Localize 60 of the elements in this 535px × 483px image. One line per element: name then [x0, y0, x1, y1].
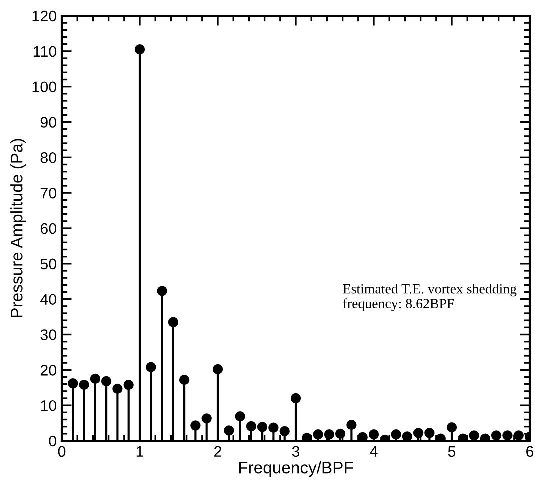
point: [124, 380, 134, 390]
point: [491, 430, 502, 441]
point: [413, 428, 424, 438]
point: [268, 422, 279, 433]
y-tick-label: 0: [49, 436, 57, 447]
x-tick-label: 5: [448, 446, 456, 458]
point: [424, 428, 435, 438]
point: [346, 420, 357, 430]
point: [335, 428, 346, 440]
point: [112, 384, 123, 394]
point: [302, 433, 312, 441]
point: [358, 432, 368, 441]
point: [212, 364, 224, 375]
point: [68, 378, 78, 389]
annotation: Estimated T.E. vortex shedding frequency: 8.62BPF: [343, 284, 517, 312]
y-tick-label: 40: [40, 294, 57, 306]
point: [368, 430, 380, 440]
y-tick-label: 20: [40, 365, 57, 376]
y-tick-label: 110: [34, 46, 57, 58]
point: [90, 374, 101, 384]
x-tick-label: 6: [526, 446, 534, 458]
y-tick-label: 120: [32, 10, 57, 22]
point: [168, 317, 179, 328]
y-tick-label: 10: [41, 400, 57, 412]
x-tick-label: 0: [58, 446, 66, 458]
point: [246, 421, 257, 432]
point: [324, 430, 335, 440]
x-tick-label: 2: [214, 446, 222, 457]
y-tick-label: 50: [40, 258, 57, 270]
point: [146, 362, 156, 372]
point: [402, 432, 413, 441]
point: [202, 414, 212, 424]
point: [280, 426, 290, 437]
point: [290, 393, 302, 404]
x-tick-label: 4: [370, 446, 378, 457]
x-axis-title: Frequency/BPF: [239, 461, 354, 478]
point: [469, 430, 480, 441]
point: [101, 376, 112, 387]
point: [235, 411, 246, 422]
point: [502, 430, 513, 441]
point: [391, 430, 402, 440]
y-tick-label: 70: [40, 188, 57, 199]
y-tick-label: 90: [40, 117, 57, 128]
y-tick-label: 80: [40, 152, 57, 164]
point: [157, 286, 168, 296]
point: [190, 420, 201, 431]
point: [79, 380, 90, 390]
x-tick-label: 1: [136, 446, 144, 457]
y-tick-label: 30: [40, 330, 57, 340]
point: [134, 44, 146, 55]
point: [313, 430, 324, 440]
y-tick-label: 60: [40, 223, 57, 234]
y-tick-label: 100: [32, 82, 57, 93]
y-axis-title: Pressure Amplitude (Pa): [10, 139, 26, 318]
point: [257, 422, 268, 432]
x-tick-label: 3: [292, 446, 300, 458]
point: [446, 422, 458, 433]
point: [179, 374, 190, 386]
point: [224, 426, 234, 436]
point: [514, 430, 524, 441]
